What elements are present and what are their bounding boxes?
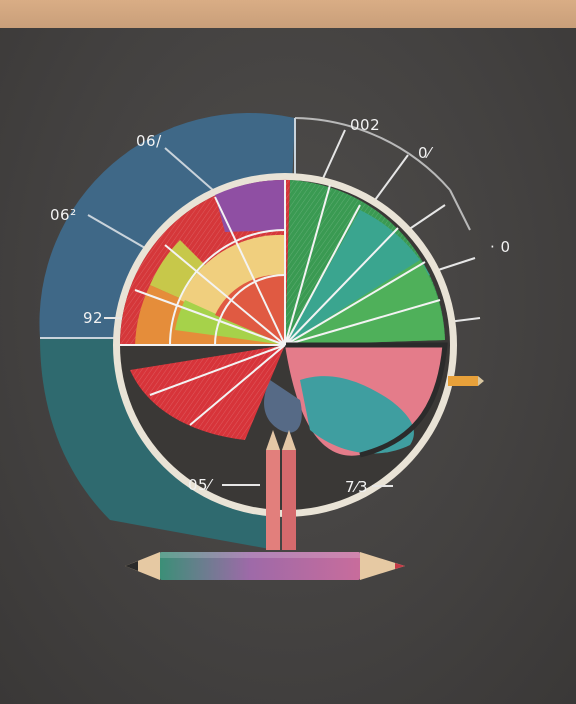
label-upper-left: 06²: [50, 206, 77, 224]
label-top-left: 06/: [136, 132, 162, 150]
right-tick-lines: [319, 129, 481, 323]
pencil-tip-left: [125, 552, 160, 580]
horizontal-pencil: [160, 552, 360, 580]
label-upper-right: 0⁄: [418, 144, 432, 162]
stem-pencil-right: [282, 450, 296, 550]
inner-green-wedge: [175, 300, 285, 345]
label-right: · 0: [490, 238, 511, 256]
stem-pencil-left: [266, 450, 280, 550]
label-bottom-left: 05⁄: [188, 476, 212, 494]
label-top-right: 002: [350, 116, 381, 134]
small-pencil: [448, 376, 478, 386]
label-mid-left: 92: [83, 309, 104, 327]
light-green-wedge: [285, 260, 445, 345]
outer-ring-right-lower: [449, 189, 471, 231]
inner-red-wedge: [215, 274, 285, 345]
pencil-tip-right: [360, 552, 405, 580]
outer-ring-right: [294, 117, 451, 191]
purple-wedge: [215, 179, 285, 232]
teal-wedge: [285, 210, 430, 345]
label-bottom-right: 7⁄3: [345, 478, 369, 496]
top-strip: [0, 0, 576, 28]
